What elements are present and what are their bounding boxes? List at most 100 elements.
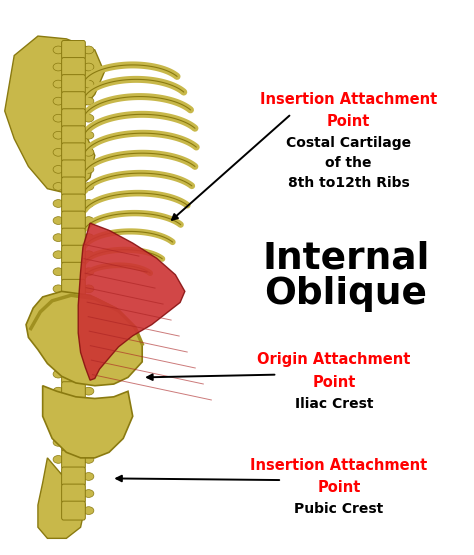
- Ellipse shape: [53, 319, 64, 327]
- Text: Costal Cartilage: Costal Cartilage: [286, 136, 411, 150]
- FancyBboxPatch shape: [62, 347, 85, 366]
- Ellipse shape: [53, 183, 64, 190]
- FancyBboxPatch shape: [62, 92, 85, 110]
- FancyBboxPatch shape: [62, 382, 85, 401]
- Ellipse shape: [83, 268, 94, 276]
- Text: Iliac Crest: Iliac Crest: [295, 397, 374, 411]
- Ellipse shape: [53, 251, 64, 259]
- Ellipse shape: [53, 80, 64, 88]
- Ellipse shape: [53, 473, 64, 481]
- Polygon shape: [43, 386, 133, 458]
- Text: of the: of the: [325, 156, 372, 170]
- Ellipse shape: [53, 132, 64, 139]
- FancyBboxPatch shape: [62, 467, 85, 486]
- Polygon shape: [38, 458, 85, 538]
- FancyBboxPatch shape: [62, 263, 85, 281]
- FancyBboxPatch shape: [62, 143, 85, 162]
- FancyBboxPatch shape: [62, 245, 85, 264]
- Polygon shape: [26, 291, 142, 386]
- Ellipse shape: [53, 387, 64, 395]
- Ellipse shape: [83, 80, 94, 88]
- Ellipse shape: [53, 490, 64, 497]
- FancyBboxPatch shape: [62, 74, 85, 93]
- Ellipse shape: [83, 387, 94, 395]
- Ellipse shape: [83, 114, 94, 122]
- Ellipse shape: [83, 421, 94, 429]
- Ellipse shape: [83, 456, 94, 463]
- Ellipse shape: [53, 165, 64, 173]
- Ellipse shape: [83, 490, 94, 497]
- Text: Pubic Crest: Pubic Crest: [294, 502, 383, 516]
- Ellipse shape: [83, 200, 94, 208]
- Text: Point: Point: [317, 480, 361, 495]
- FancyBboxPatch shape: [62, 126, 85, 145]
- Ellipse shape: [53, 234, 64, 241]
- FancyBboxPatch shape: [62, 58, 85, 77]
- Ellipse shape: [83, 46, 94, 54]
- Ellipse shape: [83, 165, 94, 173]
- Ellipse shape: [53, 353, 64, 361]
- FancyBboxPatch shape: [62, 160, 85, 179]
- Ellipse shape: [53, 216, 64, 224]
- FancyBboxPatch shape: [62, 41, 85, 59]
- Ellipse shape: [83, 63, 94, 71]
- Polygon shape: [5, 36, 104, 194]
- Text: Oblique: Oblique: [264, 276, 428, 312]
- Text: Insertion Attachment: Insertion Attachment: [250, 458, 428, 473]
- FancyBboxPatch shape: [62, 194, 85, 213]
- FancyBboxPatch shape: [62, 331, 85, 350]
- Ellipse shape: [83, 507, 94, 514]
- Text: Internal: Internal: [262, 240, 430, 276]
- Ellipse shape: [53, 148, 64, 156]
- Ellipse shape: [83, 183, 94, 190]
- Ellipse shape: [83, 353, 94, 361]
- Ellipse shape: [53, 268, 64, 276]
- FancyBboxPatch shape: [62, 484, 85, 503]
- Text: Point: Point: [327, 114, 370, 129]
- Ellipse shape: [53, 336, 64, 344]
- Ellipse shape: [53, 200, 64, 208]
- Text: Insertion Attachment: Insertion Attachment: [260, 92, 437, 107]
- Text: Origin Attachment: Origin Attachment: [257, 352, 411, 367]
- Ellipse shape: [83, 473, 94, 481]
- Ellipse shape: [83, 336, 94, 344]
- Ellipse shape: [83, 319, 94, 327]
- FancyBboxPatch shape: [62, 314, 85, 332]
- Ellipse shape: [83, 234, 94, 241]
- FancyBboxPatch shape: [62, 450, 85, 469]
- FancyBboxPatch shape: [62, 501, 85, 520]
- Text: Point: Point: [312, 375, 356, 390]
- Ellipse shape: [83, 97, 94, 105]
- FancyBboxPatch shape: [62, 279, 85, 298]
- Ellipse shape: [83, 132, 94, 139]
- Ellipse shape: [53, 97, 64, 105]
- Ellipse shape: [83, 216, 94, 224]
- FancyBboxPatch shape: [62, 365, 85, 384]
- Ellipse shape: [83, 370, 94, 378]
- Ellipse shape: [83, 302, 94, 310]
- FancyBboxPatch shape: [62, 228, 85, 247]
- Polygon shape: [78, 223, 185, 380]
- Ellipse shape: [83, 405, 94, 412]
- Ellipse shape: [83, 285, 94, 292]
- Ellipse shape: [83, 148, 94, 156]
- FancyBboxPatch shape: [62, 177, 85, 196]
- Text: 8th to12th Ribs: 8th to12th Ribs: [288, 176, 409, 190]
- Ellipse shape: [53, 507, 64, 514]
- FancyBboxPatch shape: [62, 296, 85, 315]
- Ellipse shape: [53, 285, 64, 292]
- Ellipse shape: [53, 302, 64, 310]
- FancyBboxPatch shape: [62, 109, 85, 128]
- Ellipse shape: [53, 421, 64, 429]
- Ellipse shape: [53, 456, 64, 463]
- Ellipse shape: [53, 114, 64, 122]
- Ellipse shape: [83, 251, 94, 259]
- FancyBboxPatch shape: [62, 416, 85, 435]
- FancyBboxPatch shape: [62, 211, 85, 230]
- FancyBboxPatch shape: [62, 399, 85, 418]
- Ellipse shape: [53, 63, 64, 71]
- Ellipse shape: [53, 438, 64, 446]
- FancyBboxPatch shape: [62, 433, 85, 452]
- Ellipse shape: [53, 370, 64, 378]
- Ellipse shape: [83, 438, 94, 446]
